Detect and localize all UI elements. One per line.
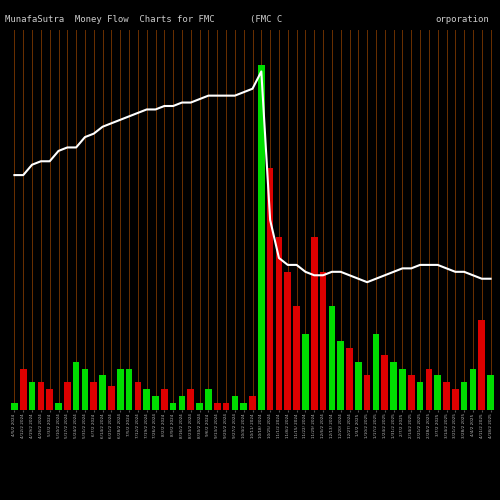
Bar xyxy=(390,362,397,410)
Bar xyxy=(55,403,62,410)
Bar xyxy=(90,382,97,410)
Bar xyxy=(416,382,424,410)
Bar xyxy=(222,403,230,410)
Text: orporation: orporation xyxy=(435,15,489,24)
Bar xyxy=(152,396,159,410)
Bar xyxy=(338,341,344,410)
Bar xyxy=(196,403,203,410)
Bar xyxy=(20,368,26,410)
Bar xyxy=(73,362,80,410)
Bar xyxy=(399,368,406,410)
Bar xyxy=(214,403,220,410)
Bar xyxy=(426,368,432,410)
Bar xyxy=(258,64,264,410)
Bar xyxy=(144,390,150,410)
Text: (FMC C: (FMC C xyxy=(250,15,282,24)
Bar xyxy=(161,390,168,410)
Bar xyxy=(488,376,494,410)
Text: MunafaSutra  Money Flow  Charts for FMC: MunafaSutra Money Flow Charts for FMC xyxy=(5,15,214,24)
Bar xyxy=(64,382,70,410)
Bar xyxy=(170,403,176,410)
Bar xyxy=(178,396,186,410)
Bar xyxy=(28,382,35,410)
Bar xyxy=(443,382,450,410)
Bar xyxy=(434,376,441,410)
Bar xyxy=(205,390,212,410)
Bar xyxy=(470,368,476,410)
Bar xyxy=(302,334,308,410)
Bar xyxy=(294,306,300,410)
Bar xyxy=(46,390,53,410)
Bar xyxy=(478,320,485,410)
Bar xyxy=(408,376,414,410)
Bar xyxy=(100,376,106,410)
Bar xyxy=(188,390,194,410)
Bar xyxy=(232,396,238,410)
Bar xyxy=(382,354,388,410)
Bar xyxy=(249,396,256,410)
Bar xyxy=(276,238,282,410)
Bar xyxy=(82,368,88,410)
Bar xyxy=(320,272,326,410)
Bar xyxy=(108,386,114,410)
Bar xyxy=(355,362,362,410)
Bar xyxy=(346,348,353,410)
Bar xyxy=(240,403,247,410)
Bar xyxy=(452,390,458,410)
Bar xyxy=(364,376,370,410)
Bar xyxy=(38,382,44,410)
Bar xyxy=(134,382,141,410)
Bar xyxy=(311,238,318,410)
Bar xyxy=(267,168,274,410)
Bar xyxy=(126,368,132,410)
Bar xyxy=(284,272,291,410)
Bar xyxy=(372,334,380,410)
Bar xyxy=(328,306,335,410)
Bar xyxy=(461,382,468,410)
Bar xyxy=(117,368,123,410)
Bar xyxy=(11,403,18,410)
